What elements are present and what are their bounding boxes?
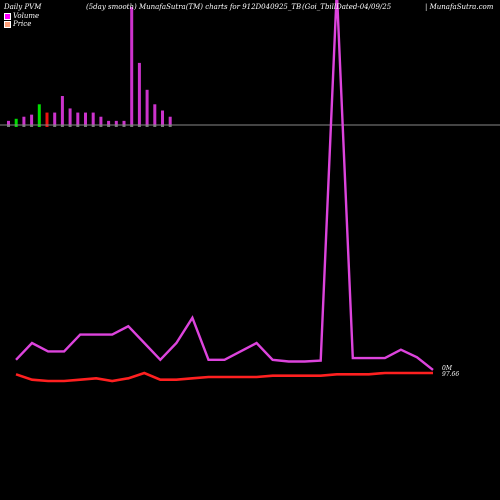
volume-bar	[60, 96, 64, 125]
volume-bar-base	[91, 125, 95, 127]
price-axis-label-bottom: 97.66	[442, 371, 459, 378]
volume-bar-base	[45, 125, 49, 127]
volume-bar-base	[60, 125, 64, 127]
volume-bar	[168, 116, 172, 125]
volume-bar-base	[130, 125, 134, 127]
chart-header-left: Daily PVM	[4, 3, 42, 11]
volume-bar	[130, 7, 134, 125]
volume-bar-base	[68, 125, 72, 127]
volume-bar	[91, 112, 95, 125]
volume-bar	[145, 89, 149, 125]
volume-bar	[107, 120, 111, 125]
chart-header-series: (Goi_TbillDated-04/09/25	[302, 3, 392, 11]
volume-bar	[7, 120, 10, 125]
price-axis-label-top: 0M	[442, 365, 453, 372]
volume-bar	[76, 112, 80, 125]
volume-bar	[122, 120, 126, 125]
volume-bar-base	[107, 125, 111, 127]
volume-bar-base	[76, 125, 80, 127]
volume-bar-base	[168, 125, 172, 127]
volume-bar	[30, 114, 34, 125]
volume-bar-base	[14, 125, 18, 127]
price-series-line	[15, 371, 433, 383]
volume-bar-base	[137, 125, 141, 127]
volume-bar-base	[30, 125, 34, 127]
volume-legend-swatch	[4, 12, 11, 20]
volume-bar	[14, 118, 18, 125]
volume-bar	[53, 112, 57, 125]
volume-bar-base	[53, 125, 57, 127]
volume-bars	[7, 7, 172, 127]
price-legend-swatch	[4, 20, 11, 28]
volume-bar	[137, 62, 141, 125]
volume-bar	[84, 112, 87, 125]
volume-bar	[114, 120, 118, 125]
volume-bar	[99, 116, 103, 125]
volume-bar	[153, 104, 157, 125]
volume-bar-base	[99, 125, 103, 127]
legend-item-volume: Volume	[4, 12, 39, 20]
volume-bar	[161, 110, 164, 125]
volume-bar-base	[161, 125, 164, 127]
volume-bar-base	[37, 125, 41, 127]
volume-bar-base	[145, 125, 149, 127]
volume-bar-base	[122, 125, 126, 127]
volume-series-line	[15, 0, 434, 371]
volume-bar-base	[22, 125, 26, 127]
volume-bar	[37, 104, 41, 125]
volume-bar-base	[7, 125, 10, 127]
legend-label-price: Price	[13, 20, 32, 28]
chart-header-title: (5day smooth) MunafaSutra(TM) charts for…	[86, 3, 302, 11]
volume-bar	[68, 108, 72, 125]
volume-bar-base	[114, 125, 118, 127]
legend-item-price: Price	[4, 20, 31, 28]
volume-bar-base	[84, 125, 87, 127]
legend-label-volume: Volume	[13, 12, 40, 20]
volume-bar	[45, 112, 49, 125]
volume-bar	[22, 116, 26, 125]
chart-header-site: | MunafaSutra.com	[425, 3, 494, 11]
volume-bar-base	[153, 125, 157, 127]
